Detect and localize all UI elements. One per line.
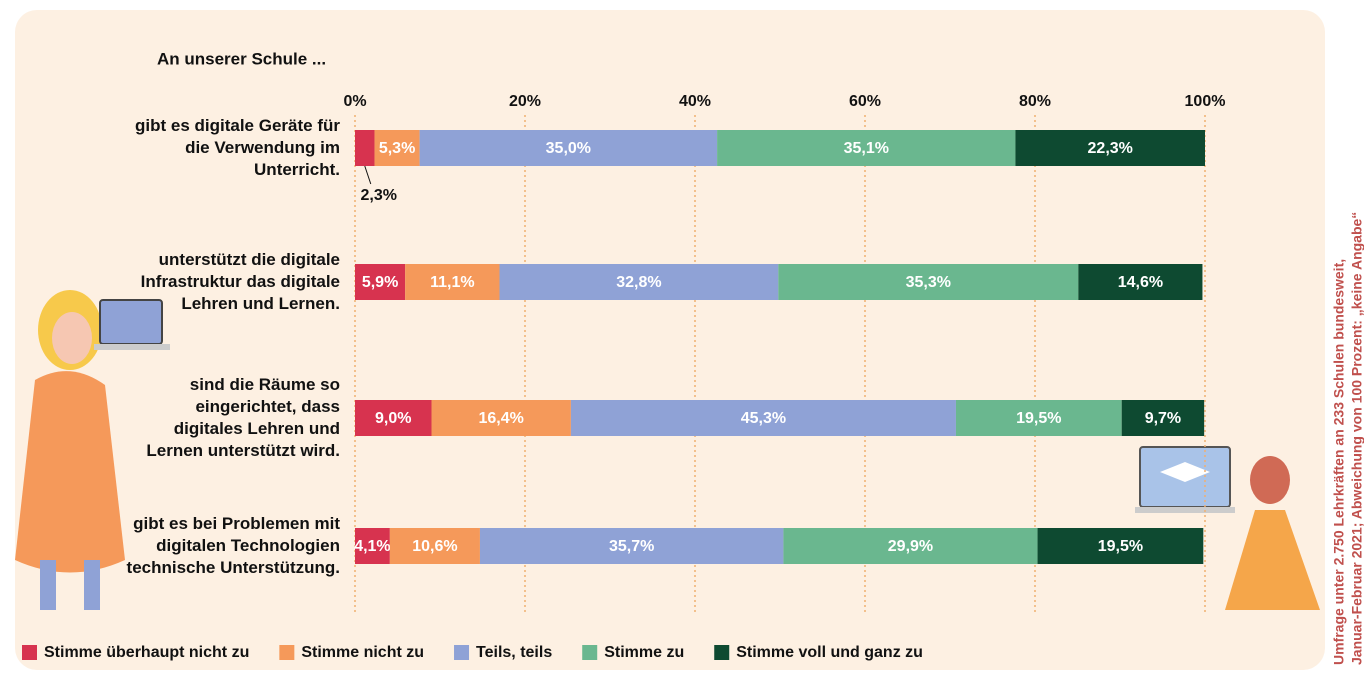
bar-segment bbox=[955, 400, 1122, 436]
bar-segment bbox=[778, 264, 1079, 300]
bar-segment bbox=[419, 130, 718, 166]
value-label: 19,5% bbox=[1098, 538, 1143, 555]
bar-segment bbox=[1121, 400, 1205, 436]
value-label: 22,3% bbox=[1088, 140, 1133, 157]
value-label: 35,7% bbox=[609, 538, 654, 555]
value-label: 35,0% bbox=[546, 140, 591, 157]
value-label: 9,0% bbox=[375, 410, 411, 427]
bar-segment bbox=[355, 400, 432, 436]
source-note: Januar-Februar 2021; Abweichung von 100 … bbox=[1349, 212, 1364, 665]
value-label: 45,3% bbox=[741, 410, 786, 427]
category-label: sind die Räume so eingerichtet, dass dig… bbox=[146, 375, 340, 460]
bar-segment bbox=[717, 130, 1016, 166]
value-label: 19,5% bbox=[1016, 410, 1061, 427]
category-label: unterstützt die digitale Infrastruktur d… bbox=[140, 250, 340, 313]
card bbox=[15, 10, 1325, 670]
chart-title: An unserer Schule ... bbox=[157, 49, 326, 68]
value-label: 29,9% bbox=[888, 538, 933, 555]
illustration-left bbox=[15, 290, 170, 610]
legend-label: Stimme voll und ganz zu bbox=[736, 644, 923, 661]
value-label: 16,4% bbox=[479, 410, 524, 427]
bar-segment bbox=[355, 264, 406, 300]
legend-swatch bbox=[279, 645, 295, 660]
category-label: gibt es digitale Geräte für die Verwendu… bbox=[135, 116, 340, 179]
value-label: 11,1% bbox=[430, 274, 474, 291]
value-label: 14,6% bbox=[1118, 274, 1163, 291]
value-label: 35,1% bbox=[844, 140, 889, 157]
leader-line bbox=[364, 165, 372, 185]
bar-segment bbox=[499, 264, 779, 300]
legend-label: Stimme zu bbox=[604, 644, 684, 661]
legend-label: Teils, teils bbox=[476, 644, 552, 661]
bar-segment bbox=[355, 130, 375, 166]
value-label: 9,7% bbox=[1145, 410, 1181, 427]
value-label: 10,6% bbox=[412, 538, 457, 555]
bar-segment bbox=[570, 400, 956, 436]
x-tick-label: 20% bbox=[509, 93, 541, 110]
value-label: 35,3% bbox=[906, 274, 951, 291]
legend-swatch bbox=[714, 645, 730, 660]
x-tick-label: 100% bbox=[1185, 93, 1226, 110]
illustration-right bbox=[1135, 446, 1320, 610]
bar-segment bbox=[431, 400, 571, 436]
x-tick-label: 60% bbox=[849, 93, 881, 110]
bar-segment bbox=[389, 528, 480, 564]
value-label: 2,3% bbox=[361, 187, 397, 204]
value-label: 4,1% bbox=[354, 538, 390, 555]
legend-swatch bbox=[22, 645, 37, 660]
value-label: 32,8% bbox=[616, 274, 661, 291]
bar-segment bbox=[405, 264, 500, 300]
bar-segment bbox=[1037, 528, 1204, 564]
legend-label: Stimme nicht zu bbox=[301, 644, 424, 661]
legend-swatch bbox=[454, 645, 470, 660]
bar-segment bbox=[374, 130, 420, 166]
bar-segment bbox=[1015, 130, 1205, 166]
bar-segment bbox=[783, 528, 1038, 564]
value-label: 5,3% bbox=[379, 140, 415, 157]
bar-segment bbox=[355, 528, 390, 564]
legend-label: Stimme überhaupt nicht zu bbox=[44, 644, 249, 661]
x-tick-label: 80% bbox=[1019, 93, 1051, 110]
bar-segment bbox=[479, 528, 784, 564]
value-label: 5,9% bbox=[362, 274, 398, 291]
plot: 0% 20% 40% 60% 80% 100% 2,3% 5,3% 35,0% 35,1% 22,3… bbox=[22, 93, 1364, 665]
category-label: gibt es bei Problemen mit digitalen Tech… bbox=[126, 514, 340, 577]
legend-swatch bbox=[582, 645, 598, 660]
x-tick-label: 0% bbox=[343, 93, 366, 110]
bar-segment bbox=[1078, 264, 1203, 300]
x-tick-label: 40% bbox=[679, 93, 711, 110]
source-note: Umfrage unter 2.750 Lehrkräften an 233 S… bbox=[1331, 259, 1347, 665]
